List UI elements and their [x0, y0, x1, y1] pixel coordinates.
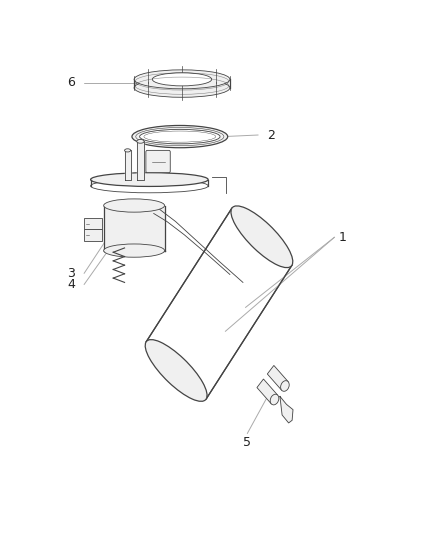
Ellipse shape	[140, 130, 220, 144]
Ellipse shape	[124, 149, 131, 152]
Ellipse shape	[134, 70, 230, 89]
Text: 3: 3	[67, 267, 75, 280]
Bar	[84, 217, 102, 229]
Text: 5: 5	[243, 436, 251, 449]
Polygon shape	[104, 206, 165, 251]
Text: 1: 1	[339, 231, 347, 244]
Ellipse shape	[104, 199, 165, 212]
Polygon shape	[280, 397, 293, 423]
Ellipse shape	[270, 394, 279, 405]
Ellipse shape	[91, 179, 208, 193]
Ellipse shape	[104, 244, 165, 257]
Ellipse shape	[152, 73, 212, 86]
Polygon shape	[146, 208, 292, 399]
Polygon shape	[267, 366, 288, 390]
Ellipse shape	[281, 381, 289, 391]
Ellipse shape	[132, 125, 228, 148]
Polygon shape	[257, 379, 278, 404]
Ellipse shape	[137, 140, 144, 143]
Ellipse shape	[91, 173, 208, 187]
Polygon shape	[137, 141, 144, 180]
Ellipse shape	[145, 340, 207, 401]
Text: 6: 6	[67, 76, 75, 89]
Ellipse shape	[231, 206, 293, 268]
Text: 4: 4	[67, 278, 75, 291]
Polygon shape	[124, 150, 131, 180]
Ellipse shape	[134, 78, 230, 98]
Bar	[84, 229, 102, 241]
FancyBboxPatch shape	[146, 150, 170, 173]
Text: 2: 2	[267, 128, 275, 141]
